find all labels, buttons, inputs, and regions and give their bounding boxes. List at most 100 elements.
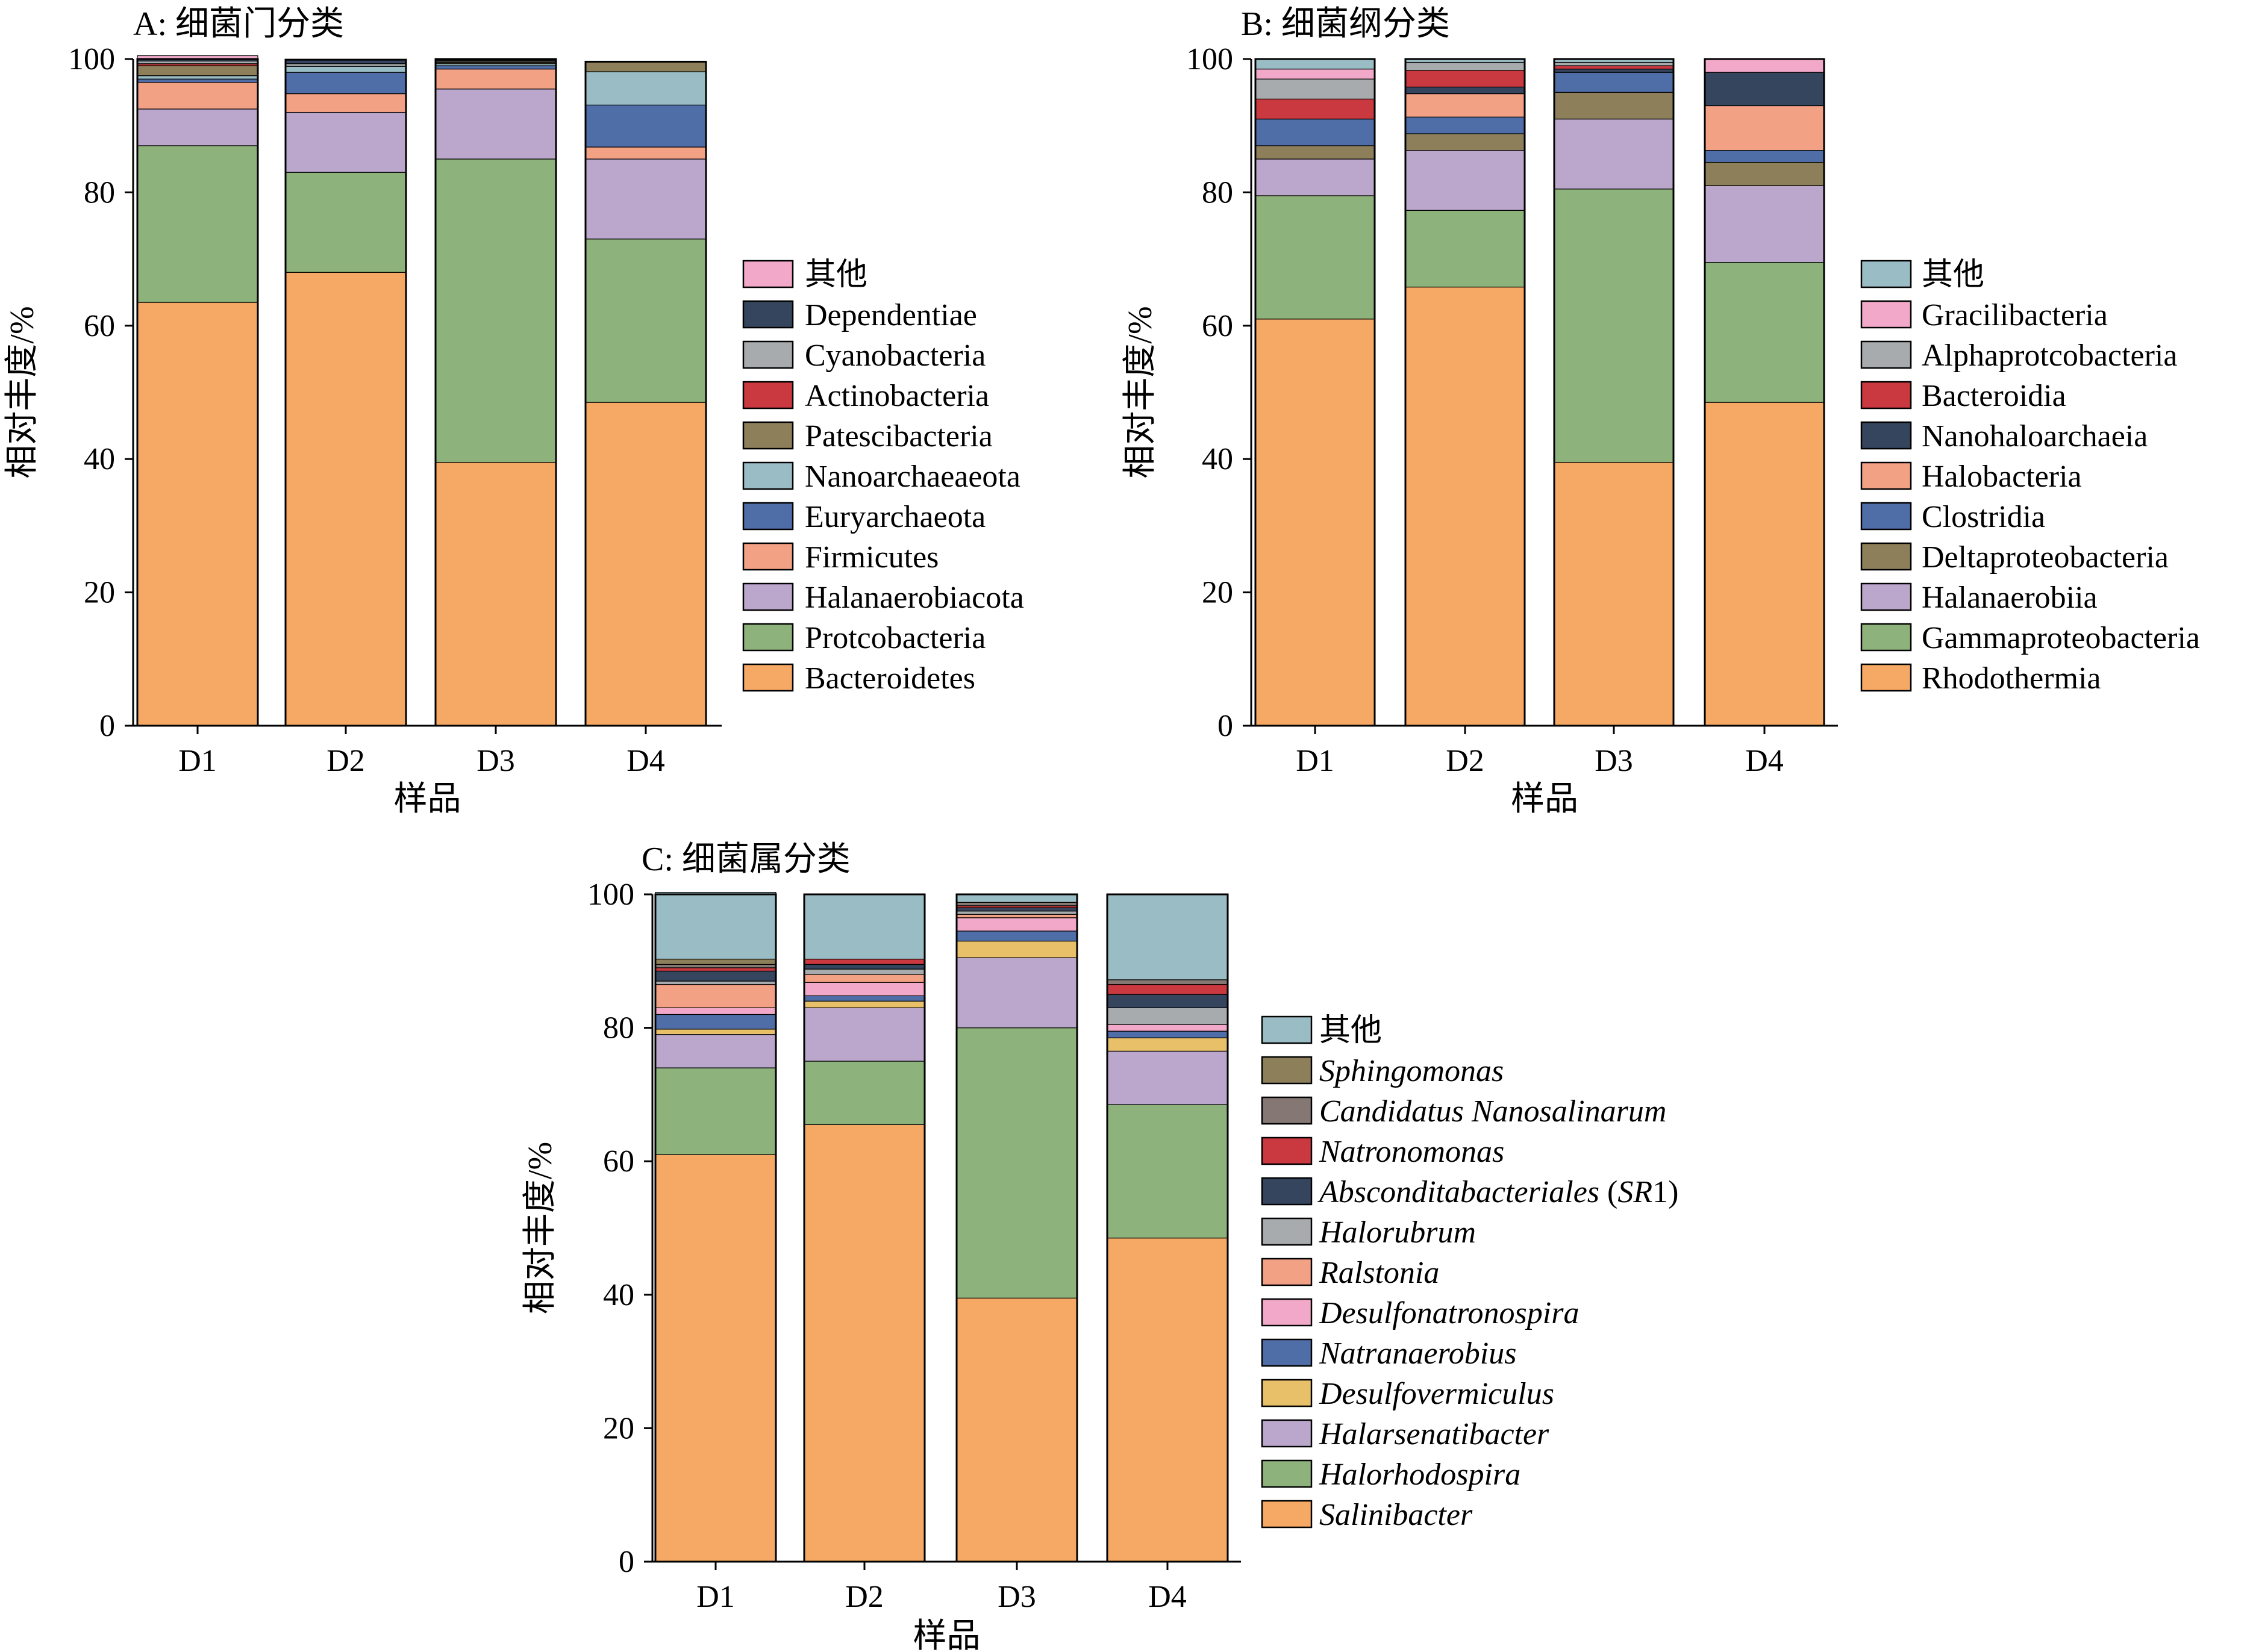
y-tick-label: 60: [603, 1144, 634, 1179]
legend-swatch: [1261, 1459, 1313, 1488]
bar-segment: [1255, 98, 1375, 120]
bar-segment: [1107, 1037, 1228, 1052]
bar-segment: [1405, 133, 1525, 151]
legend-label: 其他: [805, 258, 867, 292]
legend-swatch: [742, 542, 794, 571]
bar-segment: [1107, 1050, 1228, 1105]
bar-segment: [1405, 210, 1525, 288]
legend-label: Candidatus Nanosalinarum: [1319, 1094, 1666, 1129]
x-tick-label: D3: [477, 744, 515, 778]
bar-segment: [137, 78, 258, 83]
legend-label: Desulfonatronospira: [1319, 1296, 1579, 1330]
y-axis-label: 相对丰度/%: [522, 1142, 559, 1314]
legend-swatch: [1261, 1217, 1313, 1246]
bar-segment: [1107, 894, 1228, 980]
legend-swatch: [1261, 1500, 1313, 1529]
legend-label: Deltaproteobacteria: [1922, 540, 2169, 575]
legend-label: Rhodothermia: [1922, 661, 2101, 696]
bar-segment: [1554, 61, 1674, 66]
legend-swatch: [742, 582, 794, 611]
bar-segment: [804, 1124, 925, 1562]
legend-label: Bacteroidetes: [805, 661, 975, 696]
bar-segment: [137, 108, 258, 146]
legend-swatch: [1860, 381, 1912, 410]
bar-segment: [1554, 65, 1674, 70]
bar-segment: [1107, 979, 1228, 985]
legend-label: Halorhodospira: [1319, 1457, 1520, 1492]
legend-label: Halarsenatibacter: [1319, 1417, 1549, 1451]
bar-segment: [1405, 116, 1525, 134]
legend-swatch: [742, 663, 794, 692]
bar-segment: [1255, 195, 1375, 320]
bars: [1254, 58, 1825, 727]
legend-label: Gracilibacteria: [1922, 298, 2108, 332]
bar-segment: [285, 172, 407, 273]
legend-swatch: [1860, 623, 1912, 652]
legend-label: Dependentiae: [805, 298, 977, 332]
legend-swatch: [1860, 300, 1912, 329]
bar-segment: [956, 1027, 1078, 1298]
bar-segment: [1255, 78, 1375, 100]
panel-title: A: 细菌门分类: [133, 5, 344, 43]
legend-label: Desulfovermiculus: [1319, 1377, 1554, 1411]
legend-label: Alphaprotcobacteria: [1922, 338, 2177, 373]
bar-segment: [137, 145, 258, 303]
bar-segment: [1255, 158, 1375, 196]
y-tick-label: 20: [603, 1411, 634, 1445]
bar-segment: [956, 907, 1078, 912]
y-tick-label: 20: [84, 576, 115, 610]
y-tick-label: 40: [603, 1278, 634, 1312]
bar-segment: [1107, 1030, 1228, 1038]
legend-label: 其他: [1319, 1014, 1382, 1048]
panel-title: C: 细菌属分类: [642, 841, 851, 878]
y-tick-label: 80: [84, 175, 115, 210]
bar-segment: [435, 69, 557, 90]
bar-segment: [1704, 150, 1825, 163]
x-tick-label: D2: [845, 1580, 884, 1614]
bar-segment: [585, 104, 707, 148]
bar-segment: [956, 957, 1078, 1029]
x-tick-label: D4: [1745, 744, 1784, 778]
legend-swatch: [1261, 1177, 1313, 1206]
bar-segment: [1704, 402, 1825, 726]
panel-a: A: 细菌门分类 0 20 40 60 80 100 D1 D2 D3 D4 样品 相对丰度/% 其他 De…: [4, 5, 1024, 818]
legend-label: Natronomonas: [1319, 1135, 1504, 1169]
bar-segment: [956, 914, 1078, 918]
bar-segment: [1107, 1024, 1228, 1032]
y-axis-label: 相对丰度/%: [4, 306, 41, 478]
bar-segment: [1554, 189, 1674, 463]
legend-swatch: [1860, 542, 1912, 571]
bar-segment: [804, 958, 925, 965]
y-tick-label: 100: [587, 877, 634, 912]
bar-segment: [804, 1000, 925, 1008]
bar-segment: [1255, 119, 1375, 146]
panel-title: B: 细菌纲分类: [1241, 5, 1450, 43]
legend-swatch: [742, 461, 794, 490]
bar-segment: [1704, 262, 1825, 403]
bar-segment: [655, 983, 776, 1008]
bar-segment: [655, 1014, 776, 1030]
legend-swatch: [1261, 1056, 1313, 1085]
bar-segment: [804, 968, 925, 975]
bar-segment: [137, 60, 258, 64]
bar-segment: [655, 964, 776, 968]
panel-b: B: 细菌纲分类 0 20 40 60 80 100 D1 D2 D3 D4 样品 相对丰度/% 其他 Gr…: [1122, 5, 2200, 818]
y-tick-label: 20: [1202, 576, 1233, 610]
bar-segment: [655, 967, 776, 972]
legend-label: Halobacteria: [1922, 460, 2082, 494]
bar-segment: [435, 65, 557, 70]
legend-label: Salinibacter: [1319, 1498, 1473, 1532]
bar-segment: [137, 75, 258, 79]
bar-segment: [1704, 161, 1825, 186]
bar-segment: [285, 66, 407, 73]
bar-segment: [1704, 105, 1825, 151]
y-tick-label: 40: [84, 442, 115, 476]
legend-label: Euryarchaeota: [805, 500, 986, 534]
bar-segment: [1554, 119, 1674, 190]
bar-segment: [1405, 286, 1525, 726]
y-tick-label: 100: [68, 42, 115, 76]
legend-label: Nanohaloarchaeia: [1922, 419, 2148, 454]
legend-label: Halorubrum: [1319, 1215, 1476, 1250]
bar-segment: [585, 61, 707, 72]
